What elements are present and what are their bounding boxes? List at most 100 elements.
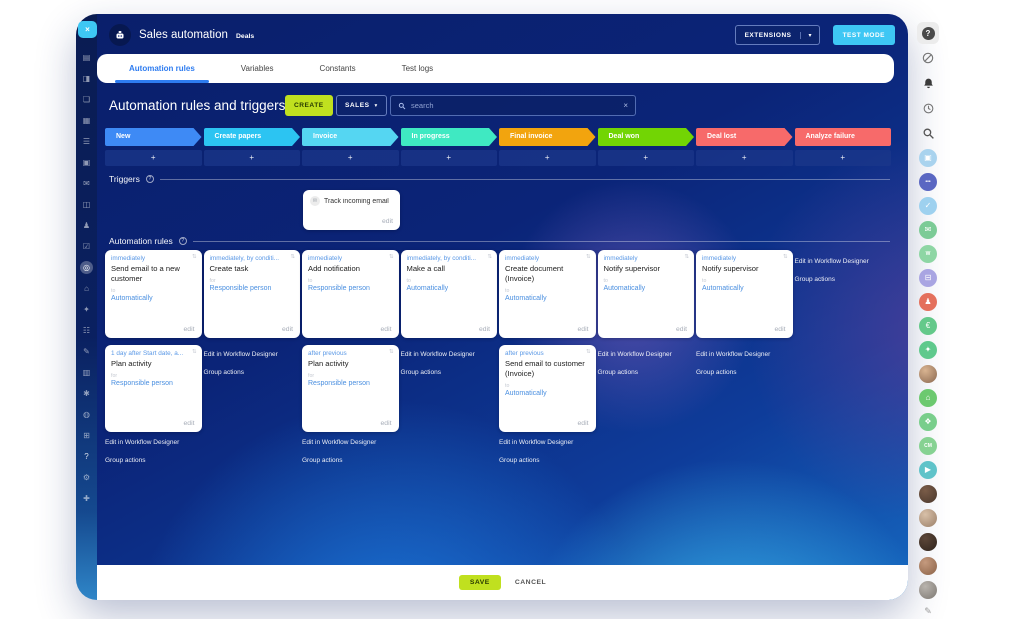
group-actions-link[interactable]: Group actions xyxy=(499,457,540,464)
stage-final-invoice[interactable]: Final invoice xyxy=(499,128,596,146)
tasks-icon[interactable]: ☑ xyxy=(82,241,91,251)
reorder-icon[interactable]: ⇅ xyxy=(684,254,689,260)
reorder-icon[interactable]: ⇅ xyxy=(585,254,591,260)
edit-in-workflow-designer-link[interactable]: Edit in Workflow Designer xyxy=(597,351,672,358)
user-photo-avatar[interactable] xyxy=(919,533,937,551)
group-actions-link[interactable]: Group actions xyxy=(794,276,835,283)
edit-in-workflow-designer-link[interactable]: Edit in Workflow Designer xyxy=(400,351,475,358)
tab-automation-rules[interactable]: Automation rules xyxy=(115,54,209,83)
clients-icon[interactable]: ♟ xyxy=(82,220,91,230)
stage-invoice[interactable]: Invoice xyxy=(302,128,399,146)
video-app-avatar[interactable]: ▶ xyxy=(919,461,937,479)
drive-icon[interactable]: ▣ xyxy=(82,157,91,167)
help-icon[interactable]: ? xyxy=(84,451,89,461)
create-button[interactable]: CREATE xyxy=(285,95,333,116)
reorder-icon[interactable]: ⇅ xyxy=(191,349,197,355)
edit-in-workflow-designer-link[interactable]: Edit in Workflow Designer xyxy=(794,258,869,265)
reorder-icon[interactable]: ⇅ xyxy=(487,254,492,260)
reorder-icon[interactable]: ⇅ xyxy=(388,349,394,355)
user-photo-avatar[interactable] xyxy=(919,557,937,575)
stage-deal-lost[interactable]: Deal lost xyxy=(696,128,793,146)
contacts-icon[interactable]: ▥ xyxy=(82,367,91,377)
group-actions-link[interactable]: Group actions xyxy=(400,369,441,376)
automation-rule-card[interactable]: after previous ⇅ Send email to customer … xyxy=(499,345,596,432)
stage-create-papers[interactable]: Create papers xyxy=(204,128,301,146)
trigger-card[interactable]: ✉ Track incoming email edit xyxy=(303,190,400,230)
rule-target-link[interactable]: Automatically xyxy=(603,284,646,292)
tab-test-logs[interactable]: Test logs xyxy=(401,64,434,73)
group-actions-link[interactable]: Group actions xyxy=(203,369,244,376)
add-rule-button[interactable]: + xyxy=(499,150,596,166)
automation-rule-card[interactable]: immediately ⇅ Notify supervisor to Autom… xyxy=(696,250,793,338)
rule-target-link[interactable]: Responsible person xyxy=(111,379,173,387)
add-rule-button[interactable]: + xyxy=(400,150,497,166)
user-photo-avatar[interactable] xyxy=(919,365,937,383)
save-button[interactable]: SAVE xyxy=(458,575,501,590)
reorder-icon[interactable]: ⇅ xyxy=(585,349,591,355)
edit-link[interactable]: edit xyxy=(774,326,786,333)
store-app-avatar[interactable]: ⌂ xyxy=(919,389,937,407)
add-rule-button[interactable]: + xyxy=(794,150,891,166)
edit-in-workflow-designer-link[interactable]: Edit in Workflow Designer xyxy=(302,439,377,446)
sales-automation-icon[interactable]: ◎ xyxy=(80,261,93,274)
add-rule-button[interactable]: + xyxy=(203,150,300,166)
group-actions-link[interactable]: Group actions xyxy=(105,457,146,464)
edit-link[interactable]: edit xyxy=(183,420,195,427)
calendar-icon[interactable]: ▦ xyxy=(82,115,91,125)
automation-rule-card[interactable]: immediately ⇅ Notify supervisor to Autom… xyxy=(597,250,694,338)
mail-app-avatar[interactable]: ✉ xyxy=(919,221,937,239)
planner-app-avatar[interactable]: ▣ xyxy=(919,149,937,167)
automation-rule-card[interactable]: immediately ⇅ Add notification to Respon… xyxy=(302,250,399,338)
rule-target-link[interactable]: Automatically xyxy=(505,294,547,302)
reorder-icon[interactable]: ⇅ xyxy=(290,254,295,260)
stage-new[interactable]: New xyxy=(105,128,202,146)
edit-link[interactable]: edit xyxy=(282,326,293,333)
copilot-icon[interactable]: ✱ xyxy=(83,388,90,398)
search-icon[interactable] xyxy=(919,124,937,142)
edit-link[interactable]: edit xyxy=(382,218,393,225)
notifications-bell-icon[interactable] xyxy=(919,74,937,92)
mail-icon[interactable]: ✉ xyxy=(83,178,90,188)
search-box[interactable]: × xyxy=(390,95,636,116)
rule-target-link[interactable]: Responsible person xyxy=(209,284,272,292)
market-icon[interactable]: ◍ xyxy=(83,409,90,419)
user-photo-avatar[interactable] xyxy=(919,509,937,527)
edit-link[interactable]: edit xyxy=(577,420,589,427)
edit-link[interactable]: edit xyxy=(183,326,195,333)
automation-rule-card[interactable]: immediately, by conditi... ⇅ Create task… xyxy=(203,250,300,338)
crm-chip-avatar[interactable]: CM xyxy=(919,437,937,455)
edit-link[interactable]: edit xyxy=(577,326,589,333)
messenger-icon[interactable]: ◨ xyxy=(82,73,91,83)
stage-deal-won[interactable]: Deal won xyxy=(598,128,695,146)
add-rule-button[interactable]: + xyxy=(105,150,202,166)
shield-app-avatar[interactable]: ❖ xyxy=(919,413,937,431)
automation-rule-card[interactable]: immediately ⇅ Create document (Invoice) … xyxy=(499,250,596,338)
payments-app-avatar[interactable]: € xyxy=(919,317,937,335)
edit-link[interactable]: edit xyxy=(479,326,490,333)
chat-app-avatar[interactable]: ••• xyxy=(919,173,937,191)
shop-icon[interactable]: ☷ xyxy=(82,325,91,335)
group-actions-link[interactable]: Group actions xyxy=(597,369,638,376)
help-icon[interactable]: ? xyxy=(917,22,939,44)
add-plus-icon[interactable]: ✚ xyxy=(83,493,90,503)
edit-link[interactable]: edit xyxy=(380,326,392,333)
edit-link[interactable]: edit xyxy=(676,326,687,333)
settings-gear-icon[interactable]: ⚙ xyxy=(82,472,91,482)
history-clock-icon[interactable] xyxy=(919,99,937,117)
workflow-app-avatar[interactable]: W xyxy=(919,245,937,263)
add-rule-button[interactable]: + xyxy=(696,150,793,166)
live-feed-icon[interactable]: ▤ xyxy=(82,52,91,62)
rule-target-link[interactable]: Automatically xyxy=(505,389,547,397)
reorder-icon[interactable]: ⇅ xyxy=(388,254,394,260)
marketing-icon[interactable]: ✦ xyxy=(83,304,90,314)
reorder-icon[interactable]: ⇅ xyxy=(191,254,197,260)
crm-icon[interactable]: ◫ xyxy=(82,199,91,209)
browser-icon[interactable] xyxy=(919,49,937,67)
close-icon[interactable]: × xyxy=(78,21,97,38)
user-photo-avatar[interactable] xyxy=(919,485,937,503)
sign-icon[interactable]: ✎ xyxy=(83,346,90,356)
clear-search-icon[interactable]: × xyxy=(623,101,628,110)
edit-in-workflow-designer-link[interactable]: Edit in Workflow Designer xyxy=(203,351,278,358)
stage-in-progress[interactable]: In progress xyxy=(401,128,498,146)
check-app-avatar[interactable]: ✓ xyxy=(919,197,937,215)
